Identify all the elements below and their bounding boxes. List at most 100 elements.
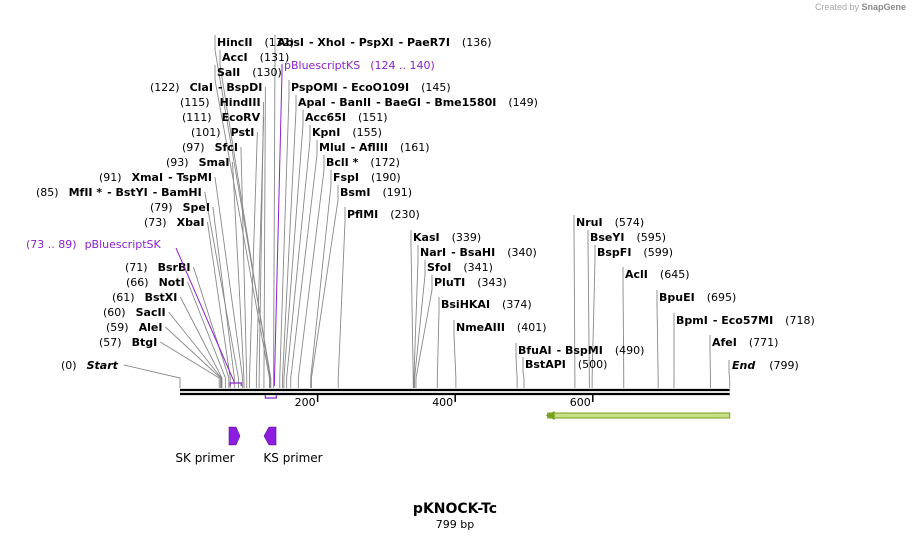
site-position: (599) — [643, 246, 673, 259]
svg-text:BsmI(191): BsmI (191) — [340, 186, 412, 199]
site-sites.4[interactable]: PspOMI - EcoO109I (145) — [291, 81, 451, 94]
ruler-tick-label: 400 — [432, 396, 453, 409]
site-sites.8[interactable]: (111) EcoRV — [182, 111, 261, 124]
site-position: (115) — [180, 96, 210, 109]
svg-text:BsiHKAI(374): BsiHKAI (374) — [441, 298, 532, 311]
site-name: BpmI — [676, 314, 708, 327]
site-name: SalI — [217, 66, 240, 79]
site-sites.43[interactable]: AfeI (771) — [712, 336, 778, 349]
site-sites.10[interactable]: (101) PstI — [191, 126, 254, 139]
site-sites.12[interactable]: (97) SfcI — [182, 141, 238, 154]
site-sites.35[interactable]: BfuAI - BspMI (490) — [518, 344, 644, 357]
site-leader — [282, 95, 297, 388]
site-sites.18[interactable]: (85) MfII * - BstYI - BamHI — [36, 186, 202, 199]
site-position: (718) — [785, 314, 815, 327]
site-sites.16[interactable]: (91) XmaI - TspMI — [99, 171, 212, 184]
site-sites.29[interactable]: (61) BstXI — [112, 291, 177, 304]
svg-text:(66)NotI: (66) NotI — [126, 276, 185, 289]
site-name: - BanII — [331, 96, 371, 109]
site-sites.22[interactable]: (73) XbaI — [144, 216, 204, 229]
site-sites.36[interactable]: BstAPI (500) — [525, 358, 607, 371]
site-sites.25[interactable]: (71) BsrBI — [125, 261, 190, 274]
site-sites.32[interactable]: (59) AleI — [106, 321, 162, 334]
site-name: PflMI — [347, 208, 378, 221]
site-sites.28[interactable]: PluTI (343) — [434, 276, 507, 289]
site-sites.9[interactable]: Acc65I (151) — [305, 111, 388, 124]
site-leader — [310, 185, 339, 388]
start-marker: (0) Start — [61, 359, 119, 372]
site-sites.17[interactable]: FspI (190) — [333, 171, 401, 184]
site-sites.11[interactable]: KpnI (155) — [312, 126, 382, 139]
svg-text:(71)BsrBI: (71) BsrBI — [125, 261, 190, 274]
site-sites.24[interactable]: NarI - BsaHI (340) — [420, 246, 537, 259]
site-leader — [310, 170, 332, 388]
site-sites.26[interactable]: SfoI (341) — [427, 261, 493, 274]
mcs-sk-label[interactable]: (73 .. 89) pBluescriptSK — [26, 238, 162, 251]
mcs-range: (73 .. 89) — [26, 238, 77, 251]
site-sites.37[interactable]: NruI (574) — [576, 216, 644, 229]
site-position: (172) — [370, 156, 400, 169]
site-position: (111) — [182, 111, 212, 124]
site-leader — [522, 357, 525, 388]
feature-arrow[interactable] — [545, 411, 731, 420]
site-sites.42[interactable]: BpmI - Eco57MI (718) — [676, 314, 815, 327]
site-name: KpnI — [312, 126, 340, 139]
site-leader — [204, 191, 239, 388]
svg-text:NruI(574): NruI (574) — [576, 216, 644, 229]
site-sites.14[interactable]: (93) SmaI — [166, 156, 230, 169]
sk-primer-arrow — [228, 426, 241, 446]
site-sites.38[interactable]: BseYI (595) — [590, 231, 666, 244]
site-position: (695) — [707, 291, 737, 304]
end-leader — [728, 360, 731, 388]
site-position: (191) — [383, 186, 413, 199]
site-sites.1[interactable]: AbsI - XhoI - PspXI - PaeR7I (136) — [277, 36, 492, 49]
site-sites.34[interactable]: (57) BtgI — [99, 336, 157, 349]
site-leader — [258, 101, 265, 388]
site-sites.3[interactable]: SalI (130) — [217, 66, 282, 79]
site-position: (60) — [103, 306, 126, 319]
site-sites.13[interactable]: MluI - AflIII (161) — [319, 141, 430, 154]
mcs-ks-label[interactable]: pBluescriptKS (124 .. 140) — [284, 59, 435, 72]
svg-text:BspFI(599): BspFI (599) — [597, 246, 673, 259]
svg-text:KpnI(155): KpnI (155) — [312, 126, 382, 139]
site-sites.20[interactable]: (79) SpeI — [150, 201, 210, 214]
site-sites.0[interactable]: HincII (132) — [217, 36, 294, 49]
ks-primer[interactable]: KS primer — [263, 426, 323, 465]
site-name: - PspXI — [350, 36, 393, 49]
site-leader — [240, 146, 248, 388]
site-sites.15[interactable]: BclI * (172) — [326, 156, 400, 169]
site-position: (57) — [99, 336, 122, 349]
sk-primer[interactable]: SK primer — [175, 426, 241, 465]
svg-text:BpuEI(695): BpuEI (695) — [659, 291, 736, 304]
site-sites.21[interactable]: PflMI (230) — [347, 208, 420, 221]
ruler-tick-label: 200 — [295, 396, 316, 409]
site-sites.39[interactable]: BspFI (599) — [597, 246, 673, 259]
site-sites.6[interactable]: (115) HindIII — [180, 96, 261, 109]
site-sites.7[interactable]: ApaI - BanII - BaeGI - Bme1580I (149) — [298, 96, 538, 109]
site-sites.41[interactable]: BpuEI (695) — [659, 291, 736, 304]
site-leader — [279, 80, 290, 388]
site-sites.40[interactable]: AclI (645) — [625, 268, 690, 281]
site-leader — [337, 207, 346, 388]
site-sites.31[interactable]: BsiHKAI (374) — [441, 298, 532, 311]
site-sites.33[interactable]: NmeAIII (401) — [456, 321, 547, 334]
svg-text:End(799): End (799) — [732, 359, 799, 372]
site-sites.19[interactable]: BsmI (191) — [340, 186, 412, 199]
site-sites.30[interactable]: (60) SacII — [103, 306, 166, 319]
site-leader — [159, 341, 220, 388]
site-leader — [263, 86, 266, 388]
svg-text:(61)BstXI: (61) BstXI — [112, 291, 177, 304]
site-sites.27[interactable]: (66) NotI — [126, 276, 185, 289]
site-position: (340) — [507, 246, 537, 259]
site-sites.23[interactable]: KasI (339) — [413, 231, 481, 244]
site-position: (91) — [99, 171, 122, 184]
svg-text:BfuAI- BspMI(490): BfuAI - BspMI (490) — [518, 344, 644, 357]
site-position: (771) — [749, 336, 779, 349]
site-sites.2[interactable]: AccI (131) — [222, 51, 289, 64]
watermark-brand: SnapGene — [861, 2, 906, 12]
site-sites.5[interactable]: (122) ClaI - BspDI — [150, 81, 262, 94]
site-position: (374) — [502, 298, 532, 311]
site-labels: HincII (132)AbsI - XhoI - PspXI - PaeR7I (136… — [36, 36, 815, 372]
plasmid-title: pKNOCK-Tc — [413, 501, 497, 517]
svg-text:AfeI(771): AfeI (771) — [712, 336, 778, 349]
